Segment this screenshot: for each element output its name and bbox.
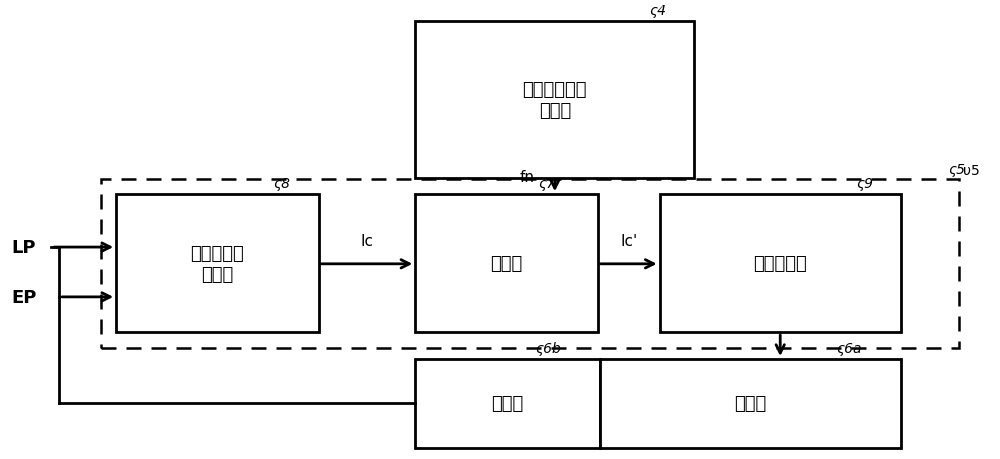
Text: 位置及速度
控制器: 位置及速度 控制器 [190,244,244,283]
Text: 电力放大器: 电力放大器 [753,255,807,273]
Text: 固有振动频率
预测部: 固有振动频率 预测部 [523,81,587,119]
Text: 检测器: 检测器 [491,394,524,412]
Bar [415,359,600,448]
Bar [101,180,959,348]
Bar [660,195,901,332]
Text: LP: LP [12,239,36,257]
Text: ς5: ς5 [949,162,966,176]
Bar [415,195,598,332]
Text: ς7': ς7' [538,177,559,191]
Bar [415,22,694,179]
Text: 滤波器: 滤波器 [490,255,523,273]
Text: ς8: ς8 [274,177,291,191]
Text: ς9: ς9 [856,177,873,191]
Text: Ic: Ic [360,234,373,248]
Text: ς4: ς4 [650,4,667,18]
Bar [116,195,319,332]
Text: EP: EP [11,288,36,306]
Text: ς6a: ς6a [836,341,862,356]
Text: 致动器: 致动器 [734,394,766,412]
Bar [600,359,901,448]
Text: ς6b: ς6b [535,341,561,356]
Text: υ5: υ5 [963,163,979,178]
Text: Ic': Ic' [620,234,637,248]
Text: fn: fn [520,170,535,185]
